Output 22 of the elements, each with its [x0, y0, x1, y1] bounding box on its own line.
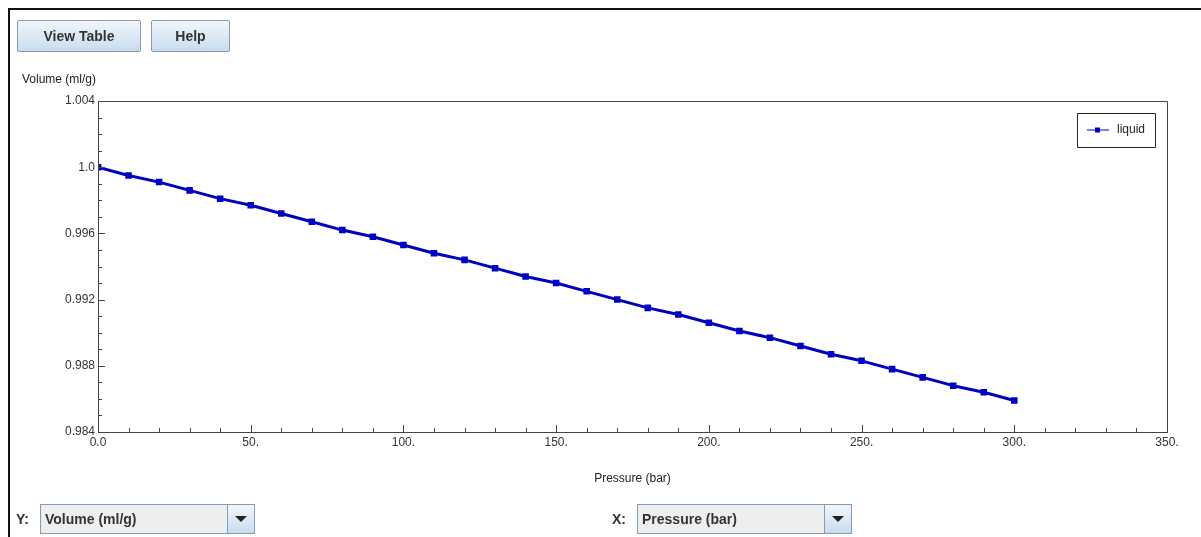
y-axis-title: Volume (ml/g)	[22, 72, 97, 87]
text: Help	[151, 20, 230, 52]
y-tick-label: 0.988	[64, 358, 96, 373]
y-tick-label: 1.004	[64, 93, 96, 108]
x-tick-label: 0.0	[89, 434, 107, 449]
y-tick-label: 1.0	[78, 159, 96, 174]
x-tick-label: 150.	[544, 434, 568, 449]
x-tick-label: 250.	[849, 434, 874, 449]
x-tick-label: 200.	[697, 434, 721, 449]
x-tick-label: 50.	[242, 434, 260, 449]
x-tick-label: 300.	[1002, 434, 1026, 449]
text: View Table	[17, 20, 141, 52]
x-tick-label: 100.	[391, 434, 416, 449]
y-tick-label: 0.992	[64, 291, 96, 306]
text: Y:	[16, 511, 29, 527]
legend-label: liquid	[1116, 122, 1146, 137]
text: Pressure (bar)	[641, 511, 738, 527]
text: X:	[612, 511, 626, 527]
x-tick-label: 350.	[1155, 434, 1179, 449]
y-tick-label: 0.996	[64, 225, 96, 240]
x-axis-title: Pressure (bar)	[594, 471, 671, 486]
text: Volume (ml/g)	[44, 511, 138, 527]
